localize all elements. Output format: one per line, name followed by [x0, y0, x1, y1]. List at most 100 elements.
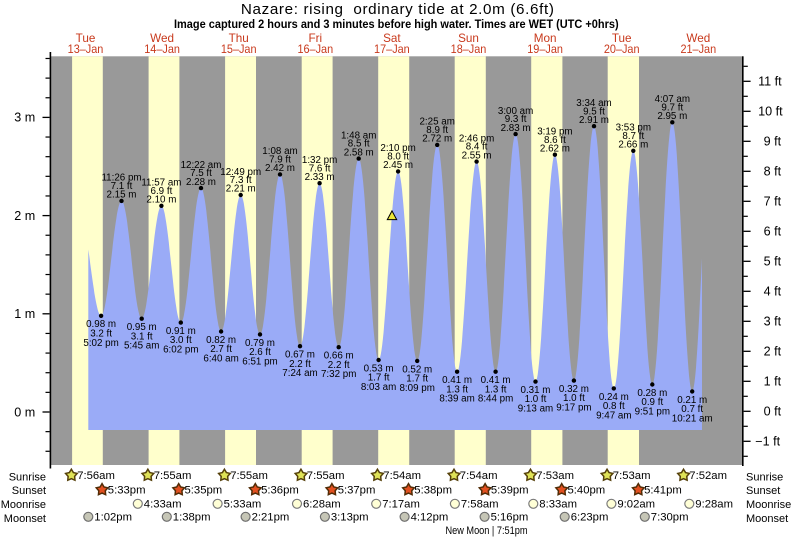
svg-text:14–Jan: 14–Jan: [144, 43, 180, 56]
svg-text:7.9 ft: 7.9 ft: [269, 155, 291, 166]
svg-text:6:28am: 6:28am: [303, 499, 341, 511]
svg-text:2.6 ft: 2.6 ft: [249, 347, 271, 358]
svg-text:7.6 ft: 7.6 ft: [309, 163, 331, 174]
svg-text:20–Jan: 20–Jan: [604, 43, 640, 56]
svg-text:7:53am: 7:53am: [613, 470, 651, 482]
svg-text:6:23pm: 6:23pm: [571, 512, 609, 524]
svg-text:9.7 ft: 9.7 ft: [661, 102, 683, 113]
svg-text:7:52am: 7:52am: [689, 470, 727, 482]
svg-text:8.6 ft: 8.6 ft: [544, 135, 566, 146]
svg-text:Sunset: Sunset: [746, 485, 780, 497]
svg-text:0.21 m: 0.21 m: [677, 395, 707, 406]
svg-text:2.66 m: 2.66 m: [618, 140, 648, 151]
svg-text:12:49 pm: 12:49 pm: [220, 167, 261, 178]
svg-text:5:37pm: 5:37pm: [338, 485, 376, 497]
svg-text:5:39pm: 5:39pm: [491, 485, 529, 497]
svg-text:0.28 m: 0.28 m: [637, 388, 667, 399]
svg-text:3.1 ft: 3.1 ft: [131, 331, 153, 342]
svg-text:2.42 m: 2.42 m: [265, 163, 295, 174]
svg-text:2.2 ft: 2.2 ft: [289, 359, 311, 370]
svg-text:1.7 ft: 1.7 ft: [368, 373, 390, 384]
svg-text:0.41 m: 0.41 m: [481, 375, 511, 386]
svg-text:19–Jan: 19–Jan: [527, 43, 563, 56]
svg-text:2.95 m: 2.95 m: [657, 111, 687, 122]
svg-text:18–Jan: 18–Jan: [451, 43, 487, 56]
svg-text:8.9 ft: 8.9 ft: [426, 125, 448, 136]
svg-text:3:00 am: 3:00 am: [498, 106, 533, 117]
svg-text:3:13pm: 3:13pm: [331, 512, 369, 524]
svg-text:3.0 ft: 3.0 ft: [170, 335, 192, 346]
svg-text:0.7 ft: 0.7 ft: [681, 404, 703, 415]
svg-text:Tue: Tue: [612, 32, 632, 45]
svg-text:2:25 am: 2:25 am: [419, 117, 454, 128]
svg-text:Nazare: rising ordinary tide: Nazare: rising ordinary tide at 2.0m (6.…: [241, 1, 554, 18]
svg-text:2.33 m: 2.33 m: [305, 172, 335, 183]
svg-text:0.52 m: 0.52 m: [402, 364, 432, 375]
svg-text:7 ft: 7 ft: [764, 195, 782, 209]
svg-text:2:21pm: 2:21pm: [252, 512, 290, 524]
svg-text:0.8 ft: 0.8 ft: [603, 401, 625, 412]
svg-text:7:58am: 7:58am: [461, 499, 499, 511]
svg-text:5:33am: 5:33am: [224, 499, 262, 511]
svg-text:6.9 ft: 6.9 ft: [151, 186, 173, 197]
svg-text:Fri: Fri: [308, 32, 322, 45]
svg-text:17–Jan: 17–Jan: [374, 43, 410, 56]
svg-text:4:07 am: 4:07 am: [655, 94, 690, 105]
svg-text:Wed: Wed: [150, 32, 174, 45]
svg-text:8:33am: 8:33am: [539, 499, 577, 511]
svg-text:2 ft: 2 ft: [764, 345, 782, 359]
svg-text:3:53 pm: 3:53 pm: [616, 123, 651, 134]
svg-text:0.95 m: 0.95 m: [127, 322, 157, 333]
svg-text:13–Jan: 13–Jan: [68, 43, 104, 56]
svg-text:4:33am: 4:33am: [144, 499, 182, 511]
svg-text:1.0 ft: 1.0 ft: [563, 393, 585, 404]
svg-text:2.58 m: 2.58 m: [344, 147, 374, 158]
svg-text:16–Jan: 16–Jan: [297, 43, 333, 56]
svg-text:0.53 m: 0.53 m: [364, 363, 394, 374]
svg-text:2 m: 2 m: [14, 209, 35, 223]
svg-text:Sunrise: Sunrise: [9, 471, 46, 483]
svg-text:6:02 pm: 6:02 pm: [163, 345, 198, 356]
svg-text:3:34 am: 3:34 am: [576, 98, 611, 109]
svg-text:7:55am: 7:55am: [230, 470, 268, 482]
svg-text:0.9 ft: 0.9 ft: [641, 397, 663, 408]
svg-text:2.10 m: 2.10 m: [146, 195, 176, 206]
svg-text:1.7 ft: 1.7 ft: [406, 374, 428, 385]
svg-text:−1 ft: −1 ft: [755, 435, 780, 449]
svg-text:7.3 ft: 7.3 ft: [230, 175, 252, 186]
svg-text:2:10 pm: 2:10 pm: [380, 143, 415, 154]
svg-text:9:28am: 9:28am: [695, 499, 733, 511]
svg-text:Moonset: Moonset: [746, 513, 788, 525]
svg-text:10:21 am: 10:21 am: [672, 413, 713, 424]
svg-text:0.98 m: 0.98 m: [86, 319, 116, 330]
svg-text:3.2 ft: 3.2 ft: [90, 328, 112, 339]
svg-text:11:57 am: 11:57 am: [141, 178, 181, 189]
svg-text:5:41pm: 5:41pm: [644, 485, 682, 497]
svg-text:Sunrise: Sunrise: [746, 471, 783, 483]
svg-text:5:16pm: 5:16pm: [491, 512, 529, 524]
svg-text:11 ft: 11 ft: [758, 75, 782, 89]
svg-text:7.5 ft: 7.5 ft: [190, 168, 212, 179]
svg-text:1:38pm: 1:38pm: [173, 512, 211, 524]
svg-text:Sun: Sun: [458, 32, 479, 45]
svg-text:7:54am: 7:54am: [383, 470, 421, 482]
svg-text:7.1 ft: 7.1 ft: [111, 181, 133, 192]
svg-text:Sunset: Sunset: [12, 485, 46, 497]
svg-text:5 ft: 5 ft: [764, 255, 782, 269]
svg-text:6:51 pm: 6:51 pm: [242, 356, 277, 367]
svg-text:0.82 m: 0.82 m: [206, 335, 236, 346]
svg-text:2:46 pm: 2:46 pm: [459, 133, 494, 144]
svg-text:9.3 ft: 9.3 ft: [505, 114, 527, 125]
svg-text:2.21 m: 2.21 m: [226, 184, 256, 195]
svg-text:2.15 m: 2.15 m: [107, 190, 137, 201]
svg-text:0.41 m: 0.41 m: [442, 375, 472, 386]
svg-text:2.2 ft: 2.2 ft: [328, 360, 350, 371]
svg-text:0 ft: 0 ft: [764, 405, 782, 419]
svg-text:2.72 m: 2.72 m: [422, 134, 452, 145]
svg-text:7:53am: 7:53am: [536, 470, 574, 482]
svg-text:Sat: Sat: [383, 32, 401, 45]
svg-text:7:55am: 7:55am: [154, 470, 192, 482]
svg-text:15–Jan: 15–Jan: [221, 43, 257, 56]
svg-text:4 ft: 4 ft: [764, 285, 782, 299]
svg-text:1 ft: 1 ft: [764, 375, 782, 389]
